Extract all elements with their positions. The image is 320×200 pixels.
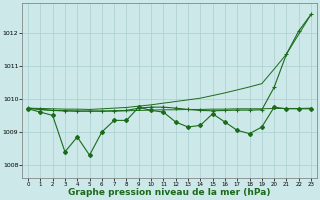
X-axis label: Graphe pression niveau de la mer (hPa): Graphe pression niveau de la mer (hPa): [68, 188, 271, 197]
